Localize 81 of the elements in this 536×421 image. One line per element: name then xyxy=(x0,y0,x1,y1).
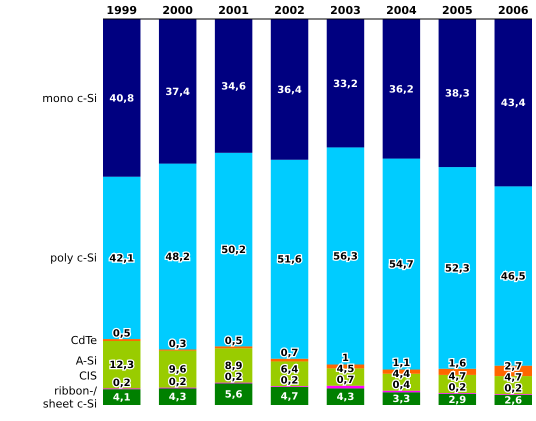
bar xyxy=(382,158,420,370)
data-label: 0,2 xyxy=(224,372,242,384)
series-label: A-Si xyxy=(76,354,97,368)
data-label: 46,5 xyxy=(500,272,526,283)
data-label: 36,2 xyxy=(389,84,414,96)
bar xyxy=(270,358,308,362)
series-label: CdTe xyxy=(70,334,98,347)
data-label: 0,2 xyxy=(280,376,298,387)
data-label: 2,9 xyxy=(448,394,466,406)
data-label: 9,6 xyxy=(168,364,187,376)
x-tick-label: 2001 xyxy=(218,4,249,17)
x-tick-label: 2002 xyxy=(274,4,305,17)
data-label: 0,2 xyxy=(504,384,522,395)
data-label: 2,6 xyxy=(504,395,522,406)
data-label: 0,2 xyxy=(112,378,131,389)
data-label: 1,1 xyxy=(392,358,410,370)
x-tick-label: 2003 xyxy=(330,4,361,17)
bar xyxy=(326,19,364,148)
bar xyxy=(214,383,252,405)
bar xyxy=(103,389,140,405)
data-label: 52,3 xyxy=(444,263,470,274)
data-label: 34,6 xyxy=(221,82,246,93)
bar xyxy=(438,167,476,369)
data-label: 54,7 xyxy=(389,260,414,271)
bar xyxy=(214,19,252,153)
data-label: 4,1 xyxy=(112,392,131,404)
data-label: 0,5 xyxy=(112,328,131,340)
data-label: 0,4 xyxy=(392,380,410,392)
x-tick-label: 2005 xyxy=(442,4,473,17)
bar xyxy=(270,386,308,405)
data-label: 33,2 xyxy=(333,78,358,90)
data-label: 0,5 xyxy=(224,336,242,347)
bar xyxy=(382,19,420,159)
data-label: 0,2 xyxy=(168,377,187,388)
data-label: 12,3 xyxy=(109,360,134,372)
bar xyxy=(326,386,364,388)
data-label: 4,7 xyxy=(448,372,466,383)
series-label: CIS xyxy=(79,369,98,382)
data-label: 4,7 xyxy=(504,372,522,384)
data-label: 4,3 xyxy=(168,392,187,404)
data-label: 6,4 xyxy=(280,364,298,376)
data-label: 56,3 xyxy=(333,251,358,262)
data-label: 5,6 xyxy=(224,390,242,401)
data-label: 0,3 xyxy=(168,338,187,350)
bar xyxy=(158,19,196,164)
bar xyxy=(438,19,476,168)
data-label: 37,4 xyxy=(165,86,190,98)
series-label: mono c-Si xyxy=(42,92,97,105)
data-label: 0,2 xyxy=(448,382,466,394)
series-label: poly c-Si xyxy=(50,252,97,265)
x-tick-label: 1999 xyxy=(106,4,138,17)
data-label: 51,6 xyxy=(277,254,302,266)
x-tick-label: 2000 xyxy=(162,4,194,17)
data-label: 4,5 xyxy=(336,364,354,376)
x-tick-label: 2006 xyxy=(498,4,529,17)
bar xyxy=(103,19,140,177)
data-label: 40,8 xyxy=(109,94,134,105)
data-label: 4,3 xyxy=(336,392,354,404)
data-label: 4,7 xyxy=(280,391,298,402)
data-label: 0,7 xyxy=(336,375,354,386)
bar xyxy=(214,152,252,346)
data-label: 43,4 xyxy=(500,98,526,110)
data-label: 50,2 xyxy=(221,245,246,256)
data-label: 8,9 xyxy=(224,360,242,372)
data-label: 48,2 xyxy=(165,252,190,264)
bar xyxy=(270,19,308,160)
bar xyxy=(103,176,140,340)
bar xyxy=(158,164,196,350)
data-label: 38,3 xyxy=(444,88,470,100)
bar xyxy=(494,19,532,186)
x-tick-label: 2004 xyxy=(386,4,418,17)
data-label: 42,1 xyxy=(109,253,134,264)
bar xyxy=(270,160,308,359)
data-label: 3,3 xyxy=(392,394,410,406)
data-label: 1,6 xyxy=(448,358,466,370)
data-label: 1 xyxy=(342,353,349,364)
bar xyxy=(326,147,364,365)
series-label: ribbon-/ sheet c-Si xyxy=(42,384,98,410)
data-label: 4,4 xyxy=(392,369,410,380)
data-label: 0,7 xyxy=(280,348,298,360)
data-label: 36,4 xyxy=(277,85,302,96)
